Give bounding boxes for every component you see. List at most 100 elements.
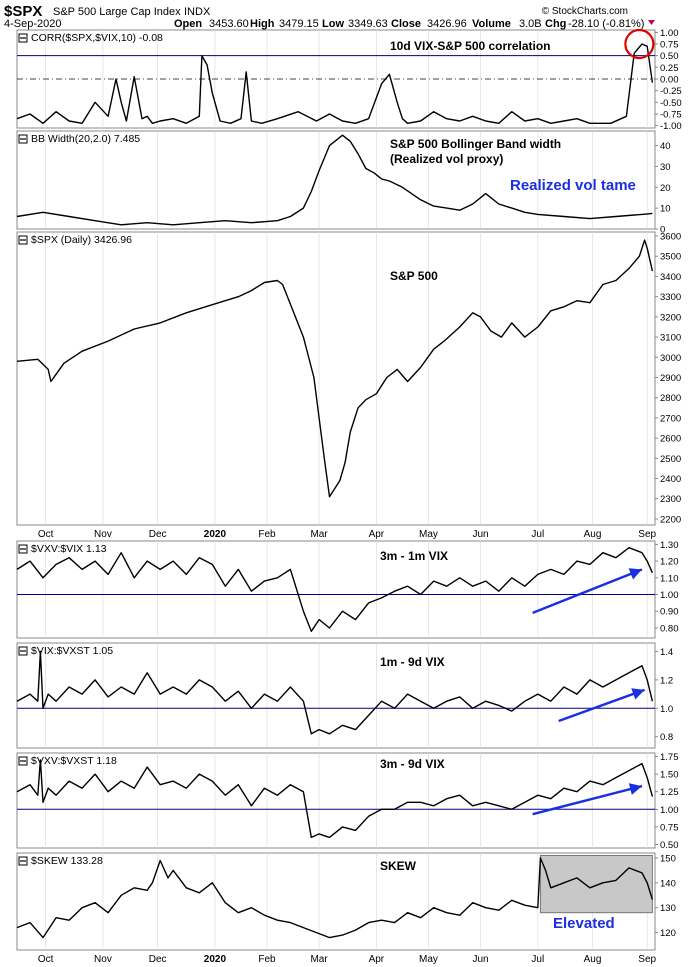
open-label: Open [174,18,202,30]
y-tick-label: 1.20 [660,557,679,568]
y-tick-label: 10 [660,204,671,215]
panel-annotation: 3m - 1m VIX [380,549,448,563]
y-tick-label: 1.2 [660,675,673,686]
y-tick-label: 3100 [660,333,681,344]
y-tick-label: -1.00 [660,121,682,132]
legend-label: CORR($SPX,$VIX,10) -0.08 [31,32,163,44]
x-tick-label: Mar [310,954,328,965]
chart-header: $SPX S&P 500 Large Cap Index INDX © Stoc… [4,3,655,30]
y-tick-label: 2500 [660,454,681,465]
panel-3: 3600 3500 3400 3300 3200 3100 3000 2900 2800 2700… [16,231,681,540]
high-label: High [250,18,275,30]
y-tick-label: 150 [660,853,676,864]
y-tick-label: 0.50 [660,51,679,62]
y-tick-label: 40 [660,141,671,152]
trend-arrow [558,688,645,723]
panel-1: 1.000.750.500.250.00-0.25-0.50-0.75-1.00… [16,28,682,132]
volume-label: Volume [472,18,511,30]
volume-value: 3.0B [519,18,542,30]
panel-frame [16,130,656,230]
legend-label: BB Width(20,2.0) 7.485 [31,133,140,145]
x-tick-label: Nov [94,954,112,965]
series-line [16,759,654,839]
y-tick-label: 2200 [660,514,681,525]
panel-frame [16,752,656,849]
series-line [16,547,654,632]
x-tick-label: Dec [149,529,167,540]
legend-label: $SPX (Daily) 3426.96 [31,234,132,246]
y-tick-label: 1.0 [660,704,673,715]
brand: © StockCharts.com [542,6,628,17]
y-tick-label: 0.75 [660,40,679,51]
y-tick-label: 3400 [660,272,681,283]
x-tick-label: Oct [38,529,54,540]
legend-label: $VXV:$VXST 1.18 [31,755,117,767]
series-line [16,239,654,498]
y-tick-label: 0.90 [660,607,679,618]
x-tick-label: Jun [472,954,488,965]
y-tick-label: 1.00 [660,590,679,601]
panel-annotation: S&P 500 [390,269,438,283]
shaded-region [539,854,653,914]
x-tick-label: Aug [584,954,602,965]
x-tick-label: Apr [369,529,385,540]
y-tick-label: 2400 [660,474,681,485]
y-tick-label: 140 [660,878,676,889]
trend-arrow-head [628,783,642,795]
y-tick-label: 2600 [660,434,681,445]
trend-arrow [532,568,643,615]
y-tick-label: 2700 [660,413,681,424]
x-tick-label: Oct [38,954,54,965]
panel-comment: Elevated [553,915,615,932]
x-tick-label: 2020 [204,954,227,965]
y-tick-label: 1.25 [660,787,679,798]
symbol: $SPX [4,3,42,20]
panel-2: 40 30 20 10 0 BB Width(20,2.0) 7.485 S&P 500 B… [16,130,671,236]
series-line [16,43,654,124]
panel-6: 1.75 1.50 1.25 1.00 0.75 0.50 $VXV:$VXST 1.18 3… [16,752,679,851]
y-tick-label: 0.00 [660,75,679,86]
close-label: Close [391,18,421,30]
y-tick-label: 0.25 [660,63,679,74]
y-tick-label: 1.75 [660,752,679,763]
panel-frame [16,231,656,526]
y-tick-label: 3200 [660,312,681,323]
x-tick-label: May [419,529,438,540]
x-tick-label: Jun [472,529,488,540]
y-tick-label: 30 [660,162,671,173]
high-value: 3479.15 [279,18,319,30]
x-tick-label: Dec [149,954,167,965]
x-tick-label: Mar [310,529,328,540]
series-line [16,857,654,939]
panel-5: 1.4 1.2 1.0 0.8 $VIX:$VXST 1.05 1m - 9d VIX [16,642,673,749]
trend-arrow [532,784,643,816]
y-tick-label: 0.75 [660,822,679,833]
y-tick-label: 3300 [660,292,681,303]
panel-frame [16,540,656,639]
panel-annotation: 3m - 9d VIX [380,757,445,771]
chg-value: -28.10 (-0.81%) [568,18,644,30]
x-tick-label: Sep [638,954,656,965]
y-tick-label: 2800 [660,393,681,404]
y-tick-label: -0.75 [660,110,682,121]
x-tick-label: Apr [369,954,385,965]
y-tick-label: 0 [660,225,665,236]
x-tick-label: May [419,954,438,965]
x-tick-label: Jul [531,529,544,540]
y-tick-label: 1.50 [660,770,679,781]
panel-4: 1.30 1.20 1.10 1.00 0.90 0.80 $VXV:$VIX 1.13 3m… [16,540,679,639]
highlight-circle [624,28,655,60]
y-tick-label: 20 [660,183,671,194]
panel-annotation: 10d VIX-S&P 500 correlation [390,39,551,53]
quote-date: 4-Sep-2020 [4,18,62,30]
panel-annotation: S&P 500 Bollinger Band width [390,137,561,151]
low-label: Low [322,18,344,30]
y-tick-label: -0.50 [660,98,682,109]
y-tick-label: 2300 [660,494,681,505]
y-tick-label: 3600 [660,232,681,243]
index-name: S&P 500 Large Cap Index [53,6,181,18]
y-tick-label: 1.10 [660,573,679,584]
panel-7: 150 140 130 120 $SKEW 133.28 SKEW Elevated Oct N… [16,852,676,965]
exchange: INDX [184,6,211,18]
